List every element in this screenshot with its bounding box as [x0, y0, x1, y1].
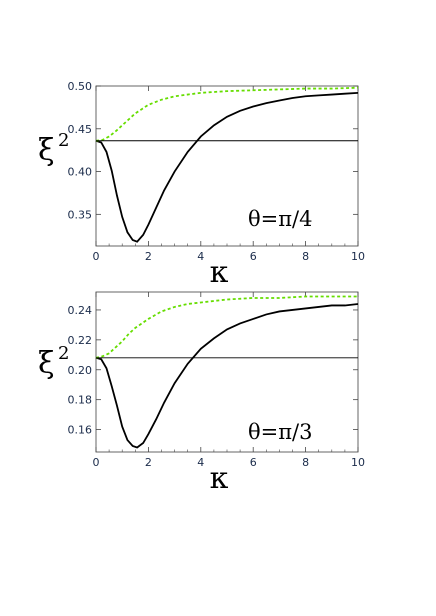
x-tick-label: 10	[351, 250, 365, 263]
series-solid-curve	[95, 91, 359, 243]
x-tick-label: 2	[145, 250, 152, 263]
x-axis-label: κ	[210, 255, 229, 290]
series-dashed-green-curve	[95, 86, 359, 142]
y-tick-label: 0.45	[68, 123, 93, 136]
x-tick-label: 6	[250, 250, 257, 263]
x-tick-label: 0	[93, 250, 100, 263]
y-tick-label: 0.24	[68, 304, 93, 317]
plot-frame	[95, 85, 359, 247]
chart-panel-theta-pi-over-3: 0 2 4 6 8 100.160.180.200.220.24θ=π/3κξ 2	[38, 291, 365, 496]
x-tick-label: 0	[93, 456, 100, 469]
x-tick-label: 2	[145, 456, 152, 469]
x-tick-label: 8	[302, 456, 309, 469]
x-tick-label: 4	[197, 456, 204, 469]
y-axis-label-superscript: 2	[58, 343, 69, 364]
y-tick-label: 0.22	[68, 334, 93, 347]
plot-frame	[95, 291, 359, 453]
y-tick-label: 0.35	[68, 208, 93, 221]
chart-panel-theta-pi-over-4: 0 2 4 6 8 100.350.400.450.50θ=π/4κξ 2	[38, 80, 365, 290]
theta-annotation: θ=π/3	[248, 420, 312, 444]
y-axis-label: ξ	[38, 346, 55, 381]
y-axis-label: ξ	[38, 133, 55, 168]
series-dashed-green-curve	[95, 295, 358, 359]
y-tick-label: 0.18	[68, 394, 93, 407]
x-tick-label: 4	[197, 250, 204, 263]
x-axis-label: κ	[210, 461, 229, 496]
y-tick-label: 0.40	[68, 166, 93, 179]
y-tick-label: 0.16	[68, 424, 93, 437]
y-axis-label-superscript: 2	[58, 130, 69, 151]
x-tick-label: 10	[351, 456, 365, 469]
theta-annotation: θ=π/4	[248, 207, 312, 231]
x-tick-label: 6	[250, 456, 257, 469]
series-solid-curve	[95, 303, 359, 449]
x-tick-label: 8	[302, 250, 309, 263]
y-tick-label: 0.50	[68, 80, 93, 93]
y-tick-label: 0.20	[68, 364, 93, 377]
